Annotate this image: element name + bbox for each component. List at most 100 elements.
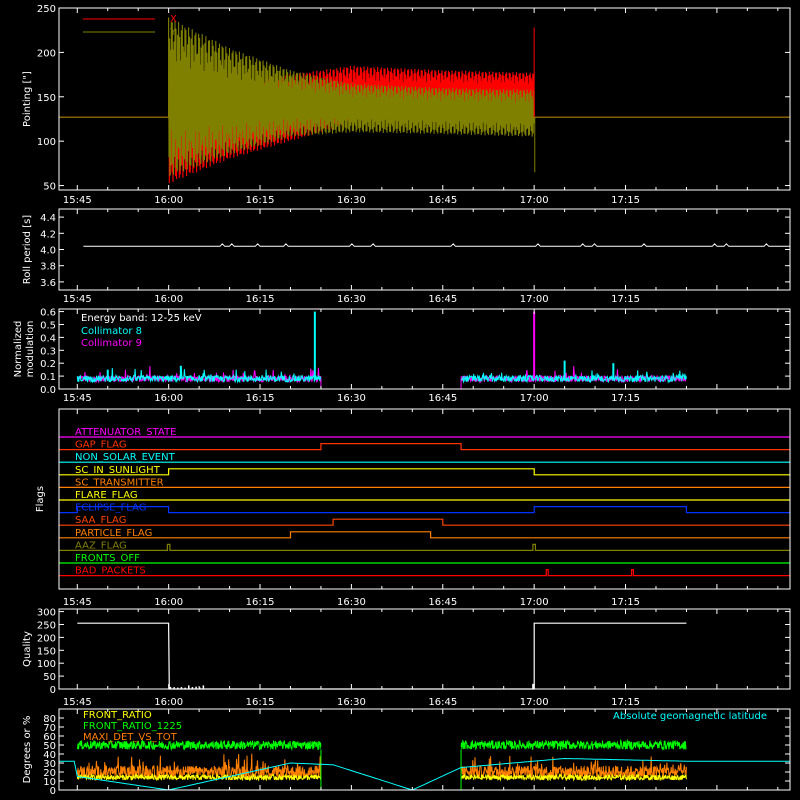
legend-geomag-label: Absolute geomagnetic latitude: [613, 711, 767, 722]
modulation-ytick-label: 0.5: [40, 320, 56, 331]
pointing-ylabel: Pointing ["]: [22, 71, 33, 127]
flag-bad-packets-label: BAD_PACKETS: [75, 566, 146, 577]
flag-saa-flag-label: SAA_FLAG: [75, 515, 126, 526]
flag-eclipse-flag-line: [59, 506, 790, 514]
quality-ytick-label: 150: [37, 646, 56, 657]
roll-ylabel: Roll period [s]: [22, 215, 33, 284]
time-tick-label: 17:15: [611, 597, 640, 608]
flag-eclipse-flag-label: ECLIPSE_FLAG: [75, 503, 146, 514]
legend-front-ratio: FRONT_RATIO: [83, 710, 152, 721]
pointing-ytick-label: 150: [37, 93, 56, 104]
time-tick-label: 16:45: [428, 195, 457, 206]
time-tick-label: 15:45: [63, 195, 92, 206]
legend-x-label: X: [170, 14, 177, 25]
ratios-frame: [58, 708, 791, 791]
flag-bad-packets-line: [59, 569, 790, 577]
modulation-ytick-label: 0.0: [40, 385, 56, 396]
time-tick-label: 15:45: [63, 294, 92, 305]
pointing-ytick-label: 100: [37, 137, 56, 148]
time-tick-label: 17:00: [520, 393, 549, 404]
time-tick-label: 16:00: [154, 597, 183, 608]
legend-y-label: Y: [169, 27, 177, 38]
modulation-ytick-label: 0.3: [40, 346, 56, 357]
time-tick-label: 17:00: [520, 697, 549, 708]
time-tick-label: 16:30: [337, 195, 366, 206]
modulation-ytick-label: 0.4: [40, 333, 56, 344]
legend-collimator-9: Collimator 9: [81, 338, 142, 349]
flag-sc-in-sunlight-label: SC_IN_SUNLIGHT: [75, 465, 161, 476]
roll-ytick-label: 3.8: [40, 262, 56, 273]
time-tick-label: 15:45: [63, 697, 92, 708]
ratios-ytick-label: 40: [43, 750, 56, 761]
series-x-line: [59, 55, 790, 184]
time-tick-label: 16:00: [154, 393, 183, 404]
flag-attenuator-state-label: ATTENUATOR_STATE: [75, 427, 176, 438]
modulation-ytick-label: 0.2: [40, 359, 56, 370]
series-y-line: [59, 17, 790, 176]
quality-frame: [58, 608, 791, 690]
time-tick-label: 17:15: [611, 195, 640, 206]
time-tick-label: 17:00: [520, 195, 549, 206]
time-tick-label: 17:15: [611, 393, 640, 404]
flag-particle-flag-label: PARTICLE_FLAG: [75, 528, 152, 539]
ratios-ytick-label: 60: [43, 732, 56, 743]
ratios-ytick-label: 70: [43, 723, 56, 734]
roll-ytick-label: 4.4: [40, 213, 56, 224]
time-tick-label: 16:15: [246, 294, 275, 305]
time-tick-label: 16:30: [337, 294, 366, 305]
flag-flare-flag-label: FLARE_FLAG: [75, 490, 138, 501]
time-tick-label: 16:15: [246, 195, 275, 206]
quality-ytick-label: 50: [43, 672, 56, 683]
ratios-ytick-label: 80: [43, 714, 56, 725]
energy-band-annotation: Energy band: 12-25 keV: [81, 313, 202, 324]
roll-ytick-label: 3.6: [40, 278, 56, 289]
ratios-ytick-label: 50: [43, 741, 56, 752]
flag-gap-flag-label: GAP_FLAG: [75, 440, 127, 451]
time-tick-label: 16:45: [428, 597, 457, 608]
roll-ytick-label: 4.2: [40, 229, 56, 240]
pointing-plot-area: [59, 17, 790, 184]
ratios-plot-area: [59, 738, 790, 790]
time-tick-label: 16:15: [246, 697, 275, 708]
time-tick-label: 16:00: [154, 697, 183, 708]
flags-ylabel: Flags: [35, 486, 46, 512]
pointing-ytick-label: 50: [43, 182, 56, 193]
pointing-frame: [58, 7, 791, 191]
time-tick-label: 17:00: [520, 597, 549, 608]
time-tick-label: 17:00: [520, 294, 549, 305]
time-tick-label: 17:15: [611, 294, 640, 305]
legend-front-ratio-1225: FRONT_RATIO_1225: [83, 721, 182, 732]
time-tick-label: 15:45: [63, 597, 92, 608]
time-tick-label: 16:15: [246, 597, 275, 608]
legend-collimator-8: Collimator 8: [81, 326, 142, 337]
modulation-ytick-label: 0.6: [40, 308, 56, 319]
time-tick-label: 15:45: [63, 393, 92, 404]
quality-ytick-label: 200: [37, 633, 56, 644]
flag-aaz-flag-line: [59, 543, 790, 551]
ratios-ytick-label: 30: [43, 759, 56, 770]
time-tick-label: 16:00: [154, 195, 183, 206]
legend-maxi-det-vs-tot: MAXI_DET_VS_TOT: [83, 732, 178, 743]
ratios-ytick-label: 0: [50, 786, 56, 797]
flag-saa-flag-line: [59, 518, 790, 526]
flag-non-solar-event-label: NON_SOLAR_EVENT: [75, 452, 176, 463]
modulation-ylabel-line1: Normalized: [13, 321, 24, 378]
flag-fronts-off-label: FRONTS_OFF: [75, 553, 140, 564]
quality-ytick-label: 300: [37, 608, 56, 619]
time-tick-label: 16:45: [428, 697, 457, 708]
flags-frame: [58, 408, 791, 590]
time-tick-label: 16:30: [337, 393, 366, 404]
modulation-plot-area: [76, 311, 687, 389]
roll-period-line: [83, 243, 790, 247]
quality-ytick-label: 100: [37, 659, 56, 670]
flag-sc-transmitter-label: SC_TRANSMITTER: [75, 477, 164, 488]
time-tick-label: 16:45: [428, 294, 457, 305]
pointing-ytick-label: 200: [37, 48, 56, 59]
flag-aaz-flag-label: AAZ_FLAG: [75, 540, 127, 551]
quality-ylabel: Quality: [22, 631, 33, 667]
flag-gap-flag-line: [59, 443, 790, 451]
modulation-frame: [58, 308, 791, 390]
flag-particle-flag-line: [59, 531, 790, 539]
modulation-ytick-label: 0.1: [40, 372, 56, 383]
